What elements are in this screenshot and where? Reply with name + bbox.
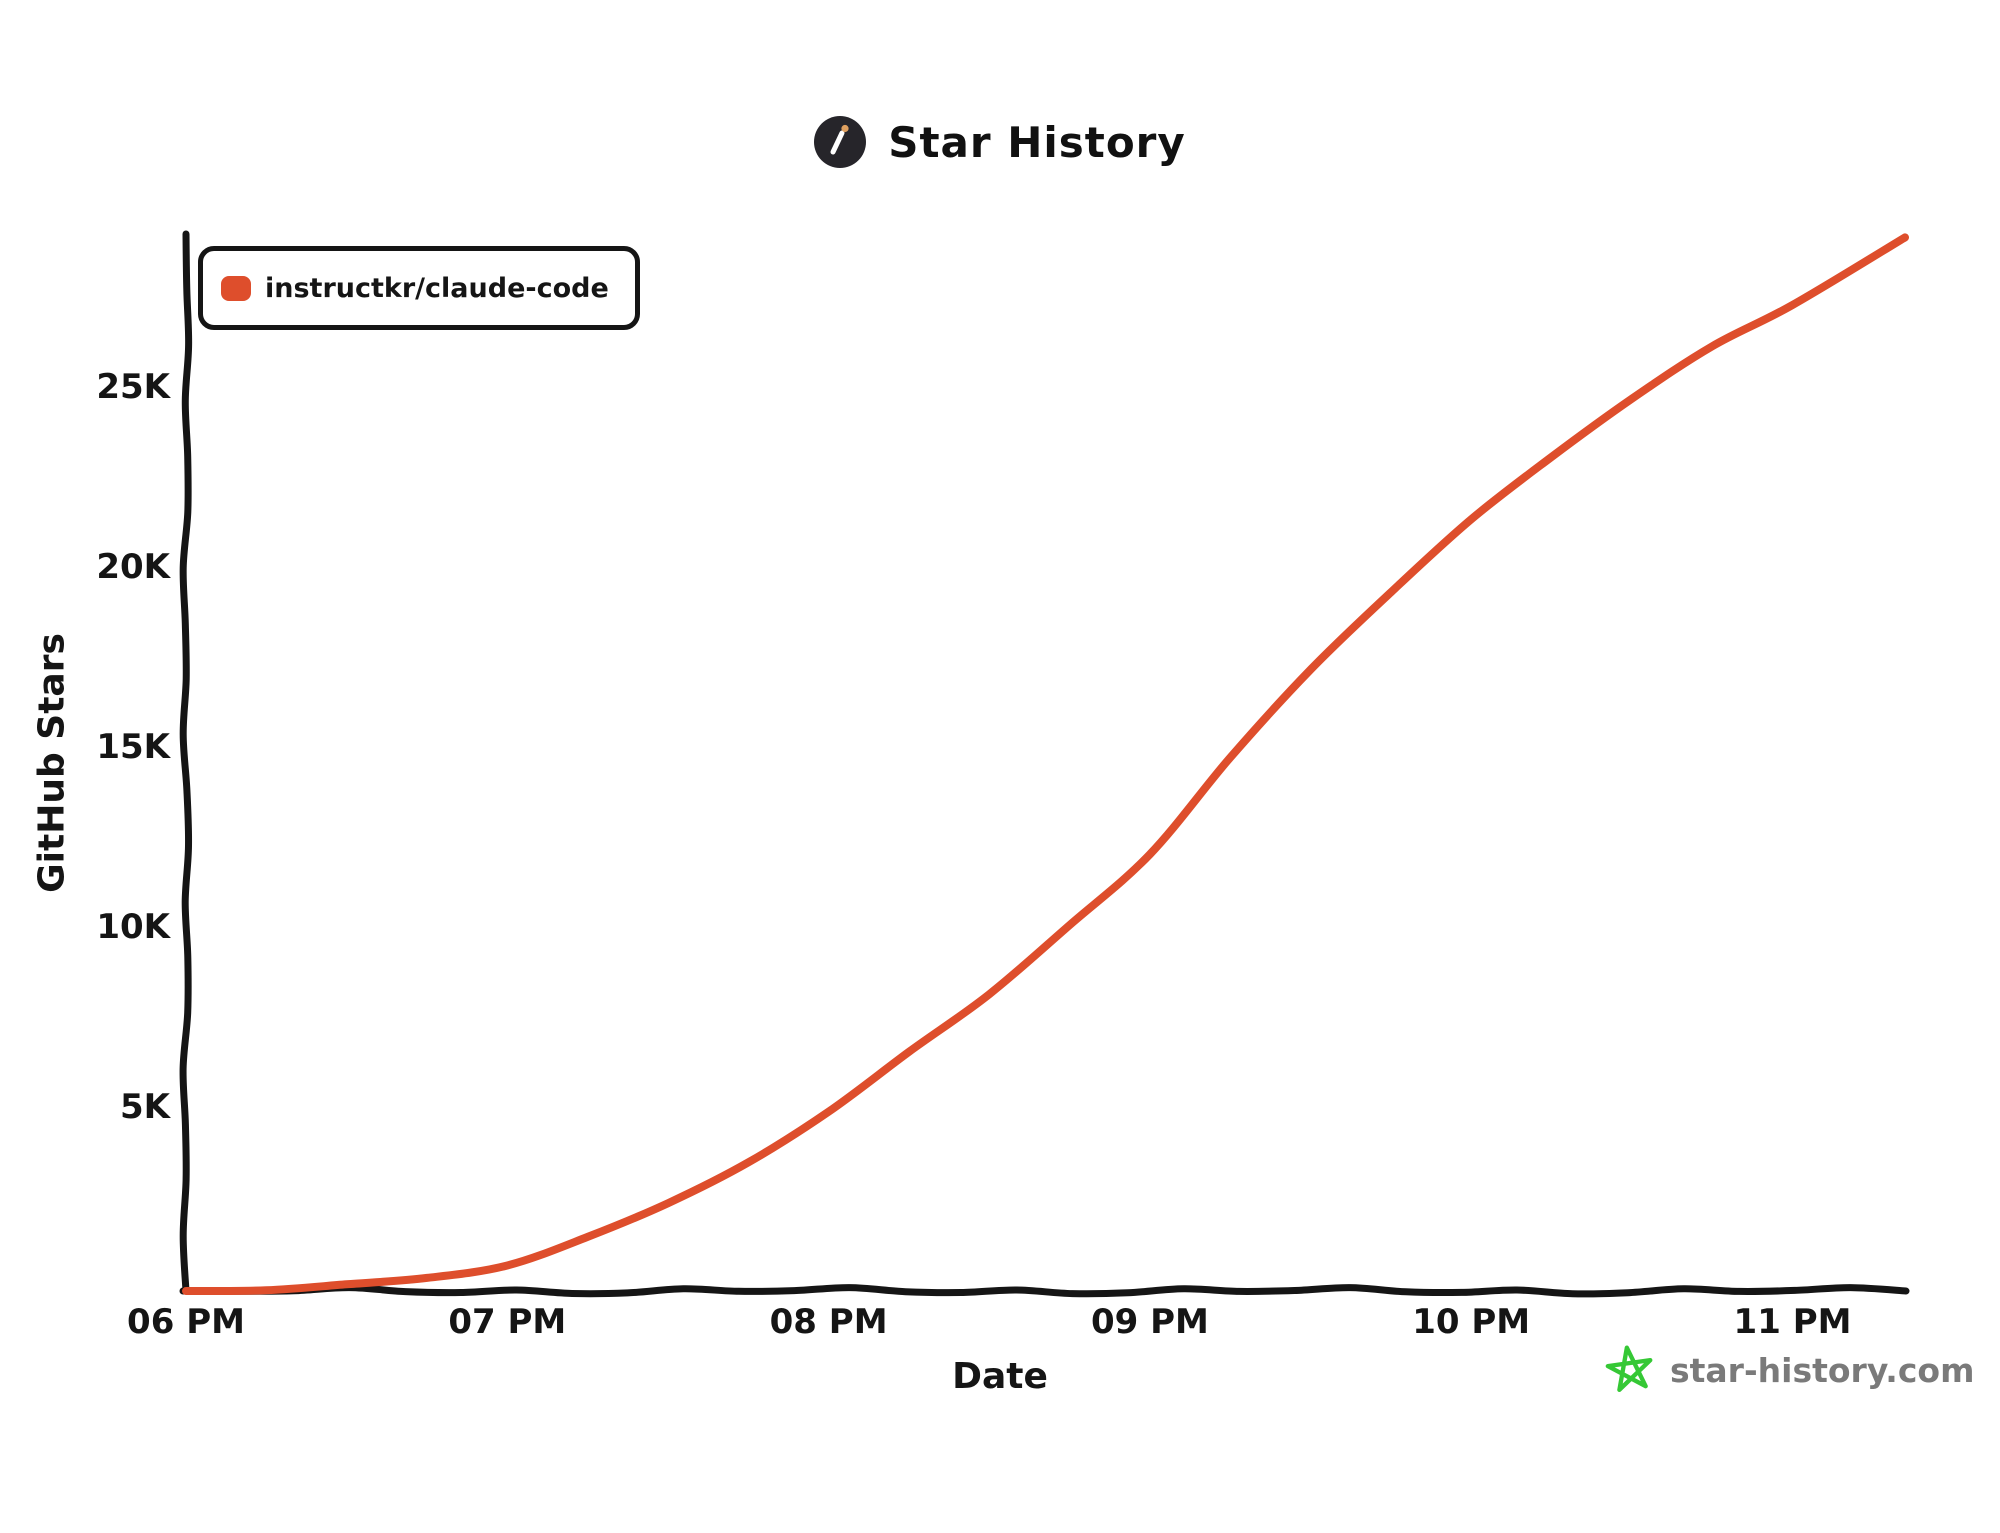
y-tick-5K: 5K <box>119 1087 170 1127</box>
legend-swatch-icon <box>221 275 251 301</box>
legend-label: instructkr/claude-code <box>265 272 609 304</box>
y-axis-line <box>179 230 193 1295</box>
site-link-label: star-history.com <box>1670 1350 1975 1390</box>
x-axis-line <box>179 1284 1910 1298</box>
green-star-icon <box>1604 1342 1656 1398</box>
chart-title-row: Star History <box>0 116 2000 168</box>
star-series-line <box>182 233 1909 1296</box>
y-tick-20K: 20K <box>96 547 170 587</box>
x-tick-10-PM: 10 PM <box>1412 1302 1531 1342</box>
x-tick-08-PM: 08 PM <box>769 1302 888 1342</box>
y-tick-10K: 10K <box>96 907 170 947</box>
chart-title: Star History <box>888 117 1186 167</box>
legend: instructkr/claude-code <box>198 246 640 330</box>
y-tick-15K: 15K <box>96 727 170 767</box>
y-tick-25K: 25K <box>96 367 170 407</box>
x-tick-09-PM: 09 PM <box>1090 1302 1209 1342</box>
x-tick-06-PM: 06 PM <box>127 1302 245 1342</box>
legend-item-instructkr-claude-code[interactable]: instructkr/claude-code <box>203 273 609 304</box>
footer-branding[interactable]: star-history.com <box>1604 1342 1974 1398</box>
x-axis-title: Date <box>952 1356 1048 1397</box>
x-tick-11-PM: 11 PM <box>1733 1302 1852 1342</box>
magic-wand-icon <box>814 116 867 168</box>
x-tick-07-PM: 07 PM <box>448 1302 567 1342</box>
